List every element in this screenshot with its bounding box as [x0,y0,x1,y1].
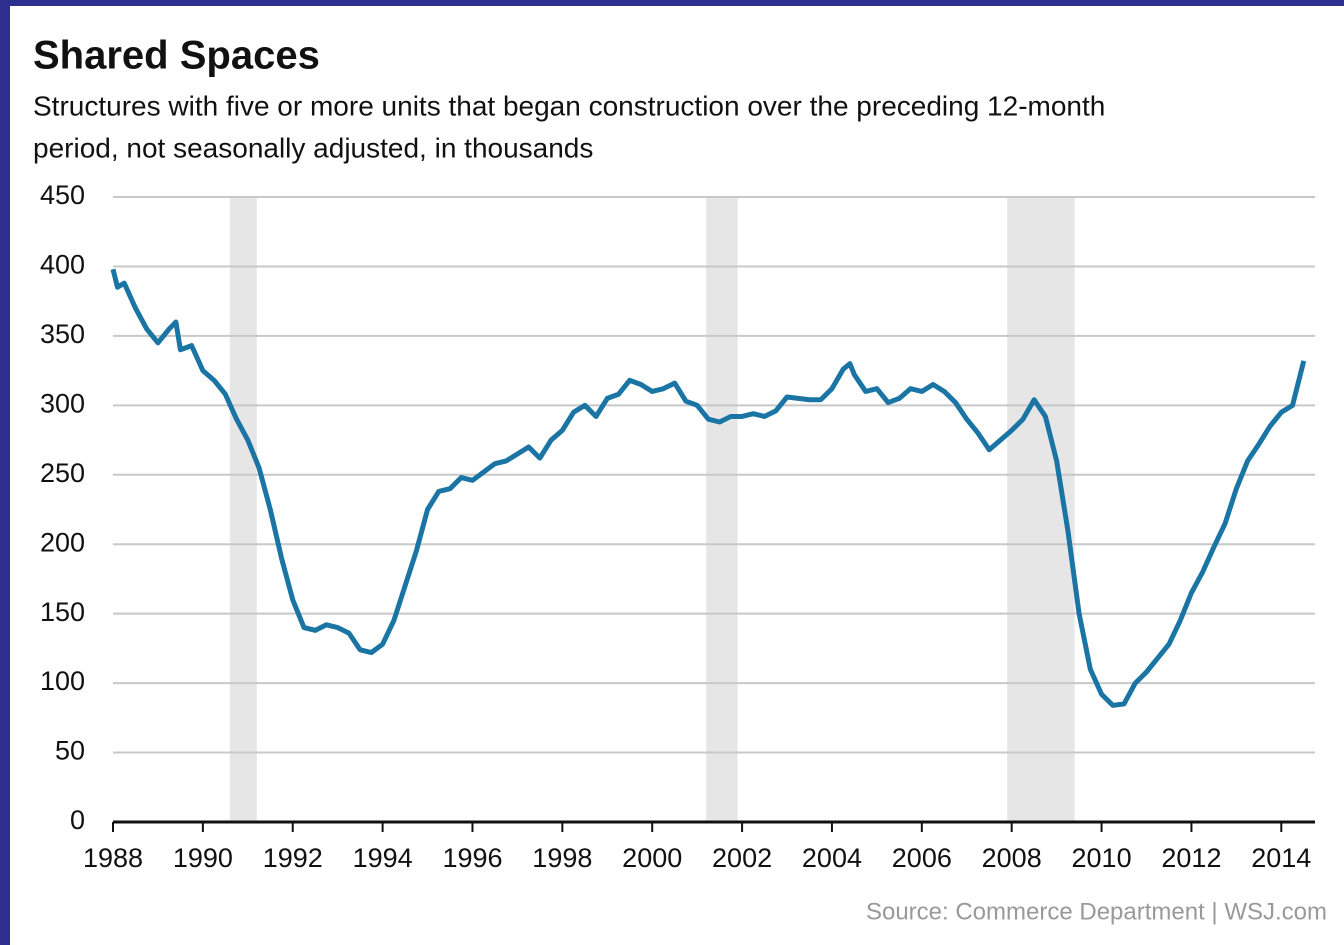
chart: Shared Spaces Structures with five or mo… [10,6,1344,945]
y-tick-label: 0 [70,805,85,835]
x-tick-label: 2008 [982,843,1042,873]
y-tick-label: 250 [40,458,85,488]
x-tick-label: 2010 [1072,843,1132,873]
chart-subtitle: Structures with five or more units that … [33,90,1105,121]
x-tick-label: 2006 [892,843,952,873]
chart-subtitle: period, not seasonally adjusted, in thou… [33,132,593,163]
x-tick-label: 1988 [83,843,143,873]
y-tick-label: 50 [55,736,85,766]
y-tick-label: 150 [40,597,85,627]
x-tick-label: 2004 [802,843,862,873]
recession-band [706,197,738,822]
y-tick-label: 200 [40,527,85,557]
x-tick-label: 2002 [712,843,772,873]
x-tick-label: 2012 [1161,843,1221,873]
chart-title: Shared Spaces [33,34,320,78]
data-line [110,268,1307,708]
x-tick-label: 2014 [1251,843,1311,873]
x-tick-label: 2000 [622,843,682,873]
source: Source: Commerce Department | WSJ.com [866,898,1327,925]
x-tick-label: 1992 [263,843,323,873]
y-tick-label: 450 [40,180,85,210]
x-tick-label: 1998 [532,843,592,873]
x-tick-label: 1994 [353,843,413,873]
x-tick-label: 1996 [442,843,502,873]
y-tick-label: 400 [40,250,85,280]
recession-band [229,197,257,822]
y-tick-label: 300 [40,388,85,418]
x-tick-label: 1990 [173,843,233,873]
y-tick-label: 350 [40,319,85,349]
y-tick-label: 100 [40,666,85,696]
